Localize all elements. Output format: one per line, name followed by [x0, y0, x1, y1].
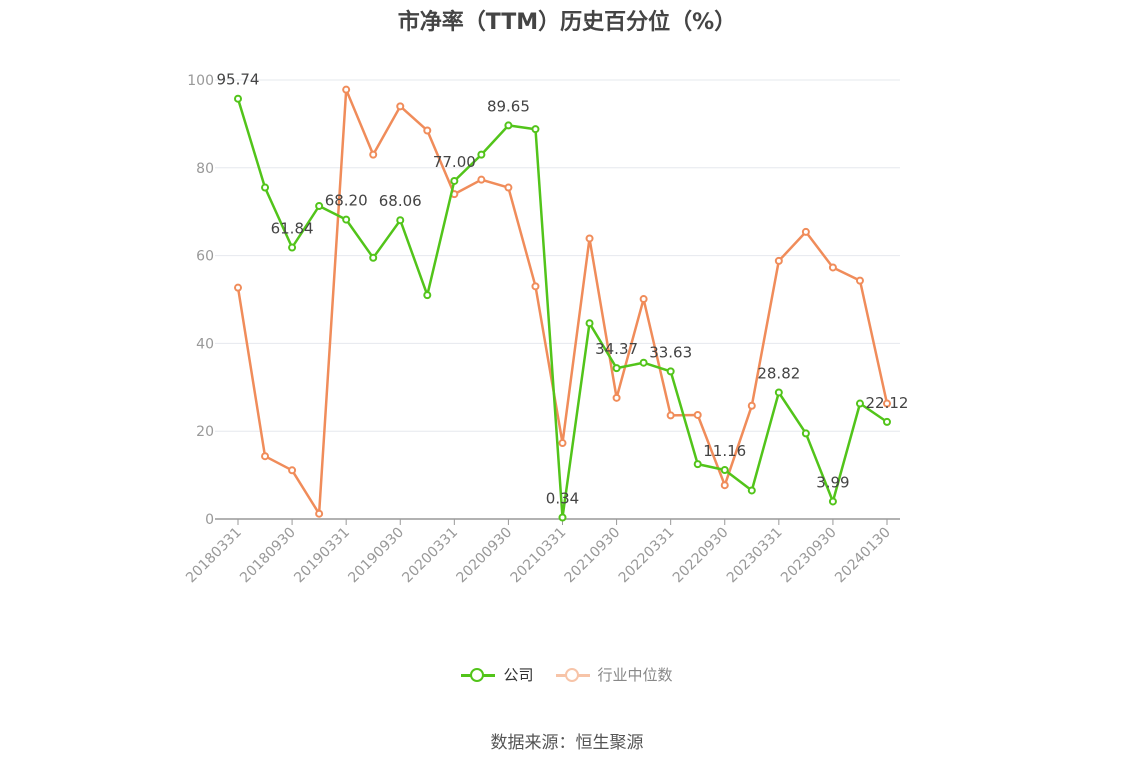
data-point-company — [639, 358, 648, 367]
legend-company-icon — [461, 667, 496, 682]
legend-company-label: 公司 — [503, 666, 534, 684]
data-point-industry-median — [828, 263, 837, 272]
data-point-industry-median — [558, 439, 567, 448]
data-point-industry-median — [315, 509, 324, 518]
series-line-industry-median — [236, 88, 889, 515]
y-tick-label: 40 — [196, 336, 214, 352]
x-tick-label: 20190331 — [291, 525, 353, 587]
x-tick-label: 20230331 — [724, 525, 786, 587]
data-point-company — [883, 417, 891, 426]
data-point-industry-median — [585, 234, 594, 243]
data-point-company — [612, 364, 621, 373]
data-point-company — [747, 486, 756, 495]
data-labels: 95.74 61.84 68.20 68.06 77.00 89.65 0.34 34.37 3… — [217, 71, 909, 508]
data-label: 33.63 — [649, 343, 692, 361]
data-label: 95.74 — [217, 71, 260, 89]
y-tick-label: 100 — [187, 73, 214, 89]
x-tick-label: 20240130 — [832, 525, 894, 587]
data-point-industry-median — [612, 393, 621, 402]
data-label: 34.37 — [595, 340, 638, 358]
data-point-industry-median — [261, 452, 270, 461]
data-label: 0.34 — [546, 490, 579, 508]
x-tick-label: 20200331 — [399, 525, 461, 587]
data-point-industry-median — [747, 401, 756, 410]
y-tick-label: 0 — [205, 512, 214, 528]
data-point-company — [720, 466, 729, 475]
data-point-industry-median — [504, 183, 513, 192]
data-point-company — [288, 243, 297, 252]
data-point-company — [693, 460, 702, 469]
x-tick-label: 20210930 — [562, 525, 624, 587]
data-label: 89.65 — [487, 97, 530, 115]
data-point-industry-median — [369, 150, 378, 159]
data-point-industry-median — [288, 466, 297, 475]
data-point-company — [531, 125, 540, 134]
data-point-industry-median — [423, 126, 432, 135]
axes: 0 20 40 60 80 100 2018033120180930201903312019… — [183, 73, 900, 586]
data-source: 数据来源：恒生聚源 — [490, 733, 644, 753]
data-point-industry-median — [720, 481, 729, 490]
series-lines — [234, 85, 891, 522]
legend-industry-label: 行业中位数 — [597, 666, 673, 684]
x-tick-label: 20220930 — [670, 525, 732, 587]
data-point-company — [396, 216, 405, 225]
data-label: 28.82 — [757, 364, 800, 382]
legend: 公司 行业中位数 — [0, 664, 1134, 685]
data-point-company — [477, 150, 486, 159]
chart-title: 市净率（TTM）历史百分位（%） — [397, 10, 737, 35]
data-point-company — [369, 253, 378, 262]
data-point-company — [423, 291, 432, 300]
data-point-company — [585, 319, 594, 328]
x-tick-label: 20210331 — [508, 525, 570, 587]
data-label: 68.20 — [325, 192, 368, 210]
data-label: 3.99 — [816, 473, 849, 491]
data-point-industry-median — [234, 283, 242, 292]
y-tick-label: 80 — [196, 161, 214, 177]
data-label: 22.12 — [866, 394, 909, 412]
data-point-company — [342, 215, 351, 224]
legend-item-industry-median[interactable]: 行业中位数 — [555, 664, 673, 685]
data-point-industry-median — [477, 175, 486, 184]
x-tick-label: 20180930 — [237, 525, 299, 587]
data-point-industry-median — [666, 411, 675, 420]
data-label: 77.00 — [433, 153, 476, 171]
data-point-company — [234, 94, 242, 103]
x-tick-label: 20230930 — [778, 525, 840, 587]
data-label: 11.16 — [703, 442, 746, 460]
legend-industry-icon — [555, 667, 590, 682]
x-tick-label: 20190930 — [345, 525, 407, 587]
data-point-industry-median — [639, 295, 648, 304]
data-label: 61.84 — [271, 220, 314, 238]
data-point-industry-median — [396, 102, 405, 111]
data-point-industry-median — [774, 256, 783, 265]
data-point-industry-median — [531, 282, 540, 291]
legend-item-company[interactable]: 公司 — [461, 664, 534, 685]
series-line-company — [236, 98, 888, 519]
data-point-industry-median — [855, 276, 864, 285]
data-point-company — [315, 201, 324, 210]
data-point-company — [774, 388, 783, 397]
data-label: 68.06 — [379, 192, 422, 210]
data-point-company — [558, 513, 567, 522]
data-point-company — [504, 121, 513, 130]
x-tick-label: 20220331 — [616, 525, 678, 587]
data-point-industry-median — [801, 227, 810, 236]
data-point-company — [828, 497, 837, 506]
x-tick-label: 20180331 — [183, 525, 245, 587]
data-point-industry-median — [342, 85, 351, 94]
y-tick-label: 60 — [196, 249, 214, 265]
x-tick-label: 20200930 — [454, 525, 516, 587]
data-point-industry-median — [883, 399, 891, 408]
data-point-company — [450, 176, 459, 185]
data-point-company — [855, 399, 864, 408]
data-point-industry-median — [693, 410, 702, 419]
data-point-company — [666, 367, 675, 376]
data-point-company — [801, 429, 810, 438]
y-tick-label: 20 — [196, 424, 214, 440]
data-point-company — [261, 183, 270, 192]
